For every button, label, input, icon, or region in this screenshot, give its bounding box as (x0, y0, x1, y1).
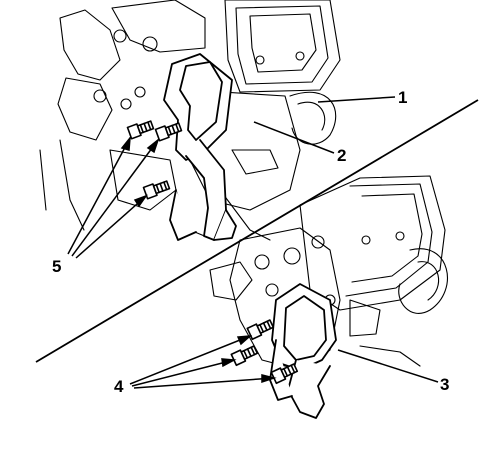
callout-4: 4 (114, 377, 124, 396)
leader-line-2 (253, 121, 335, 154)
bolt-icon (142, 180, 171, 200)
bolt-icon (270, 363, 299, 385)
leader-line-5b (71, 139, 159, 257)
arrowhead-icon (261, 374, 277, 384)
leader-lines (67, 96, 439, 389)
arrowhead-icon (236, 335, 253, 346)
leader-line-3 (337, 349, 439, 383)
upper-bolts (126, 120, 183, 200)
leader-line-4b (131, 359, 235, 387)
lower-lifting-bracket (269, 283, 337, 419)
callout-5: 5 (52, 257, 61, 276)
leader-line-5a (67, 137, 131, 255)
arrowhead-icon (221, 358, 237, 368)
leader-line-4a (129, 335, 251, 385)
arrowhead-icon (146, 137, 160, 154)
bolt-icon (246, 319, 275, 341)
upper-lifting-bracket (163, 53, 237, 241)
view-divider-line (35, 99, 479, 363)
arrowhead-icon (120, 135, 131, 151)
upper-view (39, 0, 341, 241)
arrowhead-icon (133, 194, 148, 208)
leader-line-1 (317, 96, 396, 103)
leader-line-4c (133, 377, 275, 389)
leader-line-5c (75, 195, 147, 259)
lower-view (209, 175, 448, 419)
callout-3: 3 (440, 375, 449, 394)
callout-2: 2 (337, 146, 346, 165)
bolt-icon (126, 120, 155, 140)
lower-bolts (230, 319, 299, 385)
upper-engine-block (39, 0, 341, 241)
bolt-icon (230, 345, 259, 367)
callout-1: 1 (398, 88, 407, 107)
bolt-icon (154, 122, 183, 142)
